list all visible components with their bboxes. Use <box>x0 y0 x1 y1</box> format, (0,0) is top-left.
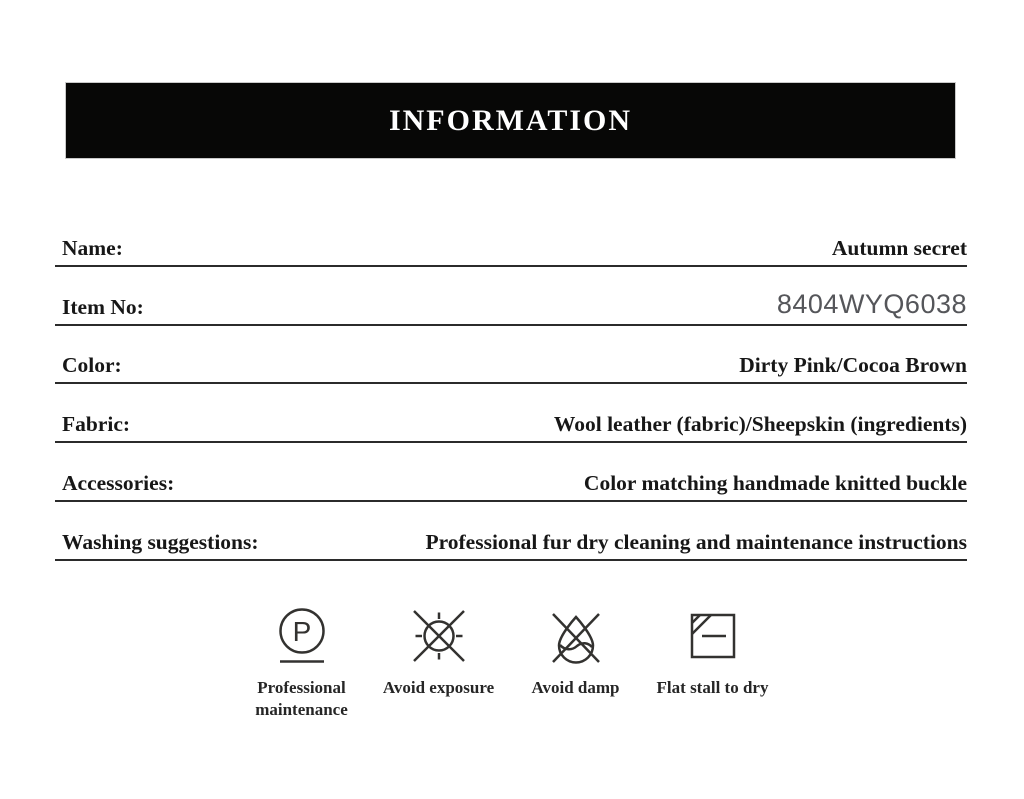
field-row-washing: Washing suggestions: Professional fur dr… <box>55 502 967 561</box>
p-letter: P <box>292 616 311 647</box>
color-label: Color: <box>62 353 122 378</box>
care-label: Avoid damp <box>531 678 620 697</box>
washing-value: Professional fur dry cleaning and mainte… <box>425 529 967 554</box>
product-fields: Name: Autumn secret Item No: 8404WYQ6038… <box>55 208 967 561</box>
accessories-label: Accessories: <box>62 470 175 495</box>
care-item-professional-maintenance: P Professional maintenance <box>233 602 370 721</box>
fabric-value: Wool leather (fabric)/Sheepskin (ingredi… <box>553 412 967 437</box>
care-label: Avoid exposure <box>382 678 495 697</box>
washing-label: Washing suggestions: <box>62 529 259 554</box>
page-title: INFORMATION <box>388 103 633 137</box>
care-item-avoid-exposure: Avoid exposure <box>370 602 507 721</box>
name-value: Autumn secret <box>831 235 967 260</box>
field-row-color: Color: Dirty Pink/Cocoa Brown <box>55 326 967 385</box>
fabric-label: Fabric: <box>62 412 131 437</box>
care-item-avoid-damp: Avoid damp <box>507 602 644 721</box>
care-item-flat-dry: Flat stall to dry <box>644 602 781 721</box>
color-value: Dirty Pink/Cocoa Brown <box>739 353 967 378</box>
field-row-item-no: Item No: 8404WYQ6038 <box>55 267 967 326</box>
professional-maintenance-icon: P <box>274 602 330 670</box>
field-row-accessories: Accessories: Color matching handmade kni… <box>55 443 967 502</box>
item-no-label: Item No: <box>62 294 144 319</box>
care-symbols: P Professional maintenance Avoid exposur… <box>233 602 781 721</box>
accessories-value: Color matching handmade knitted buckle <box>583 470 967 495</box>
avoid-exposure-icon <box>407 602 471 670</box>
name-label: Name: <box>62 235 123 260</box>
avoid-damp-icon <box>546 602 606 670</box>
field-row-fabric: Fabric: Wool leather (fabric)/Sheepskin … <box>55 384 967 444</box>
field-row-name: Name: Autumn secret <box>55 208 967 267</box>
flat-dry-icon <box>688 602 738 670</box>
care-label: Flat stall to dry <box>656 678 769 697</box>
care-label: Professional maintenance <box>255 678 348 719</box>
item-no-value: 8404WYQ6038 <box>776 288 967 319</box>
information-banner: INFORMATION <box>65 82 956 159</box>
